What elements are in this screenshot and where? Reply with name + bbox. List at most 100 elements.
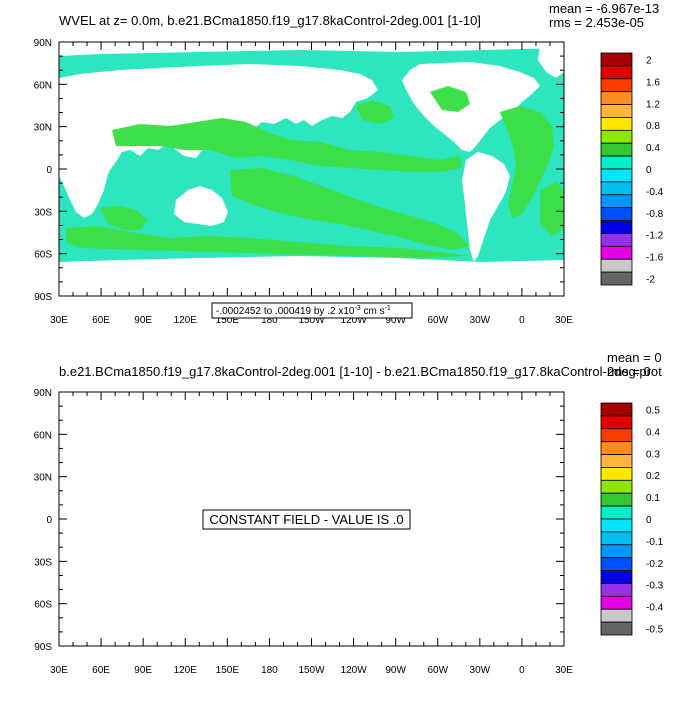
colorbar-label: -2 <box>646 275 655 286</box>
colorbar-swatch <box>600 52 633 67</box>
colorbar-swatch <box>600 117 633 131</box>
lat-tick-label: 60N <box>34 430 52 441</box>
colorbar-swatch <box>600 595 633 610</box>
colorbar-swatch <box>600 621 633 636</box>
colorbar-swatch <box>600 91 633 105</box>
top-info-unit: cm s <box>361 306 385 317</box>
colorbar-swatch <box>600 441 633 455</box>
colorbar-swatch <box>600 271 633 286</box>
colorbar-label: 0.2 <box>646 471 660 482</box>
colorbar-swatch <box>600 454 633 468</box>
top-colorbar: 2 1.6 1.2 0.8 0.4 0 -0.4 -0.8 -1.2 -1.6 -2 <box>600 52 664 286</box>
colorbar-swatch <box>600 608 633 623</box>
colorbar-swatch <box>600 557 633 571</box>
colorbar-swatch <box>600 181 633 196</box>
bottom-panel: b.e21.BCma1850.f19_g17.8kaControl-2deg.0… <box>34 350 664 676</box>
lat-tick-label: 60N <box>34 80 52 91</box>
lon-tick-label: 90W <box>385 315 406 326</box>
top-rms: rms = 2.453e-05 <box>549 15 644 30</box>
lat-tick-label: 0 <box>46 515 52 526</box>
lat-tick-label: 30S <box>34 557 52 568</box>
lat-tick-label: 60S <box>34 250 52 261</box>
lat-tick-label: 30N <box>34 123 52 134</box>
land-greenland <box>538 44 564 78</box>
lon-tick-label: 120E <box>174 665 198 676</box>
top-info-unit-exp: -1 <box>385 305 391 312</box>
lat-tick-label: 30S <box>34 207 52 218</box>
lon-tick-label: 60E <box>92 665 110 676</box>
lon-tick-label: 60E <box>92 315 110 326</box>
bottom-lon-axis: 30E 60E 90E 120E 150E 180 150W 120W 90W 60W 30W 0 30… <box>50 392 573 676</box>
colorbar-label: -0.4 <box>646 603 664 614</box>
colorbar-swatch <box>600 531 633 546</box>
lat-tick-label: 90N <box>34 38 52 49</box>
colorbar-swatch <box>600 479 633 494</box>
colorbar-swatch <box>600 155 633 170</box>
colorbar-label: 0.8 <box>646 121 660 132</box>
top-mean: mean = -6.967e-13 <box>549 1 659 16</box>
colorbar-label: 0.1 <box>646 493 660 504</box>
lon-tick-label: 30E <box>50 315 68 326</box>
positive-regions <box>66 86 564 258</box>
colorbar-label: 0.5 <box>646 405 660 416</box>
lon-tick-label: 90W <box>385 665 406 676</box>
bottom-mean: mean = 0 <box>607 350 662 365</box>
lat-tick-label: 0 <box>46 165 52 176</box>
top-info-exp: -3 <box>354 305 360 312</box>
constant-field-label: CONSTANT FIELD - VALUE IS .0 <box>209 512 403 527</box>
colorbar-swatch <box>600 505 633 520</box>
lon-tick-label: 30E <box>50 665 68 676</box>
lon-tick-label: 150E <box>216 315 240 326</box>
colorbar-swatch <box>600 65 633 80</box>
colorbar-label: 2 <box>646 55 652 66</box>
top-lon-axis: 30E 60E 90E 120E 150E 180 150W 120W 90W 60W 30W 0 30… <box>50 42 573 326</box>
colorbar-swatch <box>600 207 633 221</box>
colorbar-swatch <box>600 402 633 417</box>
colorbar-label: -1.6 <box>646 253 664 264</box>
lon-tick-label: 120W <box>341 315 368 326</box>
colorbar-label: 0.4 <box>646 143 660 154</box>
bottom-colorbar: 0.5 0.4 0.3 0.2 0.1 0 -0.1 -0.2 -0.3 -0.4 -0.5 <box>600 402 664 636</box>
colorbar-label: 0 <box>646 515 652 526</box>
top-lat-axis: 90N 60N 30N 0 30S 60S 90S <box>34 38 564 303</box>
land-south-america <box>462 152 510 262</box>
colorbar-swatch <box>600 570 633 584</box>
bottom-map: 90N 60N 30N 0 30S 60S 90S 30E 60E 90E 120E 150E 180… <box>34 388 574 676</box>
colorbar-swatch <box>600 518 633 533</box>
top-panel: WVEL at z= 0.0m, b.e21.BCma1850.f19_g17.… <box>34 1 664 326</box>
colorbar-swatch <box>600 142 633 157</box>
colorbar-label: -0.2 <box>646 559 664 570</box>
land-antarctica <box>59 256 564 296</box>
colorbar-label: -0.5 <box>646 625 664 636</box>
lat-tick-label: 90N <box>34 388 52 399</box>
land-africa <box>59 144 108 218</box>
lat-tick-label: 90S <box>34 292 52 303</box>
constant-field-box: CONSTANT FIELD - VALUE IS .0 <box>202 509 411 530</box>
lat-tick-label: 90S <box>34 642 52 653</box>
colorbar-label: 0 <box>646 165 652 176</box>
colorbar-swatch <box>600 415 633 430</box>
colorbar-swatch <box>600 258 633 273</box>
lon-tick-label: 30W <box>470 665 491 676</box>
lat-tick-label: 60S <box>34 600 52 611</box>
colorbar-swatch <box>600 428 633 443</box>
land-australia <box>174 186 228 226</box>
colorbar-swatch <box>600 245 633 260</box>
ocean-field <box>59 44 564 296</box>
bottom-title: b.e21.BCma1850.f19_g17.8kaControl-2deg.0… <box>59 364 662 379</box>
lon-tick-label: 180 <box>261 315 278 326</box>
land-north-america <box>402 62 540 152</box>
colorbar-swatch <box>600 168 633 183</box>
lon-tick-label: 120E <box>174 315 198 326</box>
colorbar-label: 1.6 <box>646 77 660 88</box>
lat-tick-label: 30N <box>34 473 52 484</box>
lon-tick-label: 90E <box>134 315 152 326</box>
colorbar-swatch <box>600 220 633 234</box>
colorbar-swatch <box>600 583 633 597</box>
svg-text:-.0002452 to .000419 by .2 x10: -.0002452 to .000419 by .2 x10-3 cm s-1 <box>216 305 391 317</box>
lon-tick-label: 60W <box>427 665 448 676</box>
colorbar-swatch <box>600 233 633 247</box>
colorbar-label: -0.8 <box>646 209 664 220</box>
colorbar-label: -1.2 <box>646 231 664 242</box>
